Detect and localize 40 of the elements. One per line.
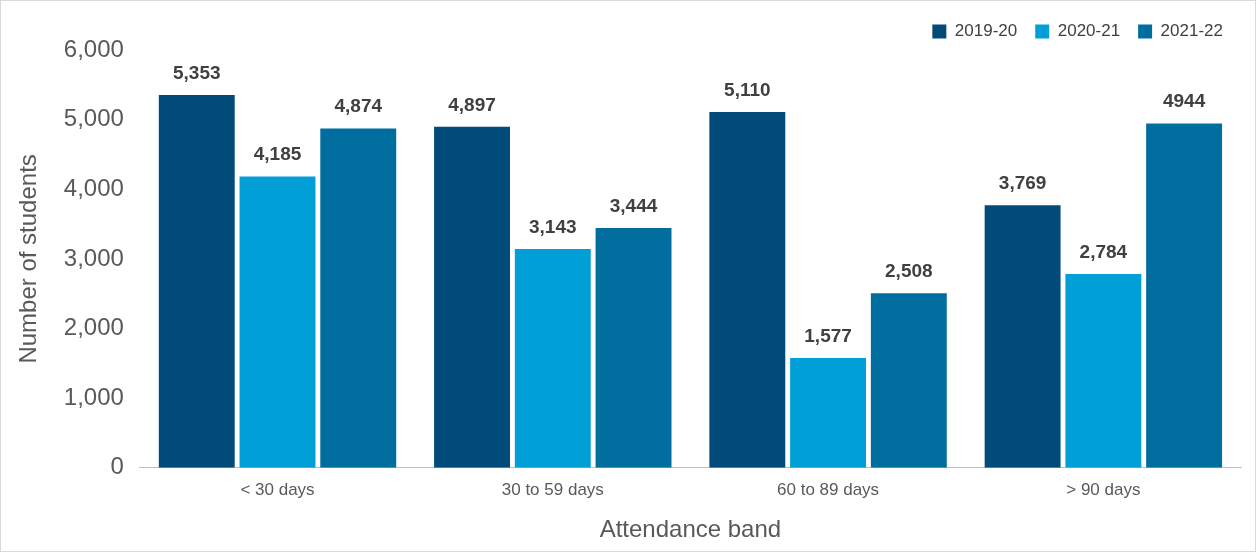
y-tick-label: 2,000 xyxy=(63,313,124,341)
bar xyxy=(984,205,1061,468)
legend-label: 2020-21 xyxy=(1057,21,1121,41)
data-label: 3,143 xyxy=(529,215,577,237)
bar xyxy=(158,95,235,468)
bar xyxy=(790,357,867,468)
x-tick-label: < 30 days xyxy=(240,479,315,499)
bar xyxy=(514,248,591,468)
bar xyxy=(434,126,510,468)
data-label: 5,110 xyxy=(724,78,771,100)
data-label: 4,874 xyxy=(334,95,383,117)
data-label: 4944 xyxy=(1162,90,1206,112)
legend-label: 2019-20 xyxy=(954,21,1018,41)
data-label: 4,185 xyxy=(253,143,302,165)
x-axis-title: Attendance band xyxy=(599,515,782,543)
bar xyxy=(709,111,786,468)
bar xyxy=(239,176,316,468)
data-label: 5,353 xyxy=(172,61,221,83)
data-label: 2,784 xyxy=(1079,240,1128,262)
y-tick-label: 3,000 xyxy=(63,243,124,271)
bar xyxy=(1065,273,1142,468)
y-tick-label: 0 xyxy=(110,452,124,480)
data-label: 2,508 xyxy=(885,259,933,281)
y-tick-label: 5,000 xyxy=(63,104,124,132)
y-tick-label: 6,000 xyxy=(63,34,124,62)
bar xyxy=(595,227,672,468)
data-label: 4,897 xyxy=(448,93,496,115)
legend-label: 2021-22 xyxy=(1160,21,1223,41)
data-label: 3,769 xyxy=(998,172,1047,194)
data-label: 1,577 xyxy=(804,324,852,346)
y-tick-label: 1,000 xyxy=(63,382,124,410)
x-tick-label: > 90 days xyxy=(1066,479,1141,499)
bar xyxy=(320,128,397,468)
x-tick-label: 60 to 89 days xyxy=(777,479,880,499)
data-label: 3,444 xyxy=(609,194,658,216)
x-tick-label: 30 to 59 days xyxy=(501,479,604,499)
y-tick-label: 4,000 xyxy=(63,173,124,201)
bar xyxy=(870,293,947,468)
bar xyxy=(1146,123,1223,468)
y-axis-title: Number of students xyxy=(14,154,42,364)
